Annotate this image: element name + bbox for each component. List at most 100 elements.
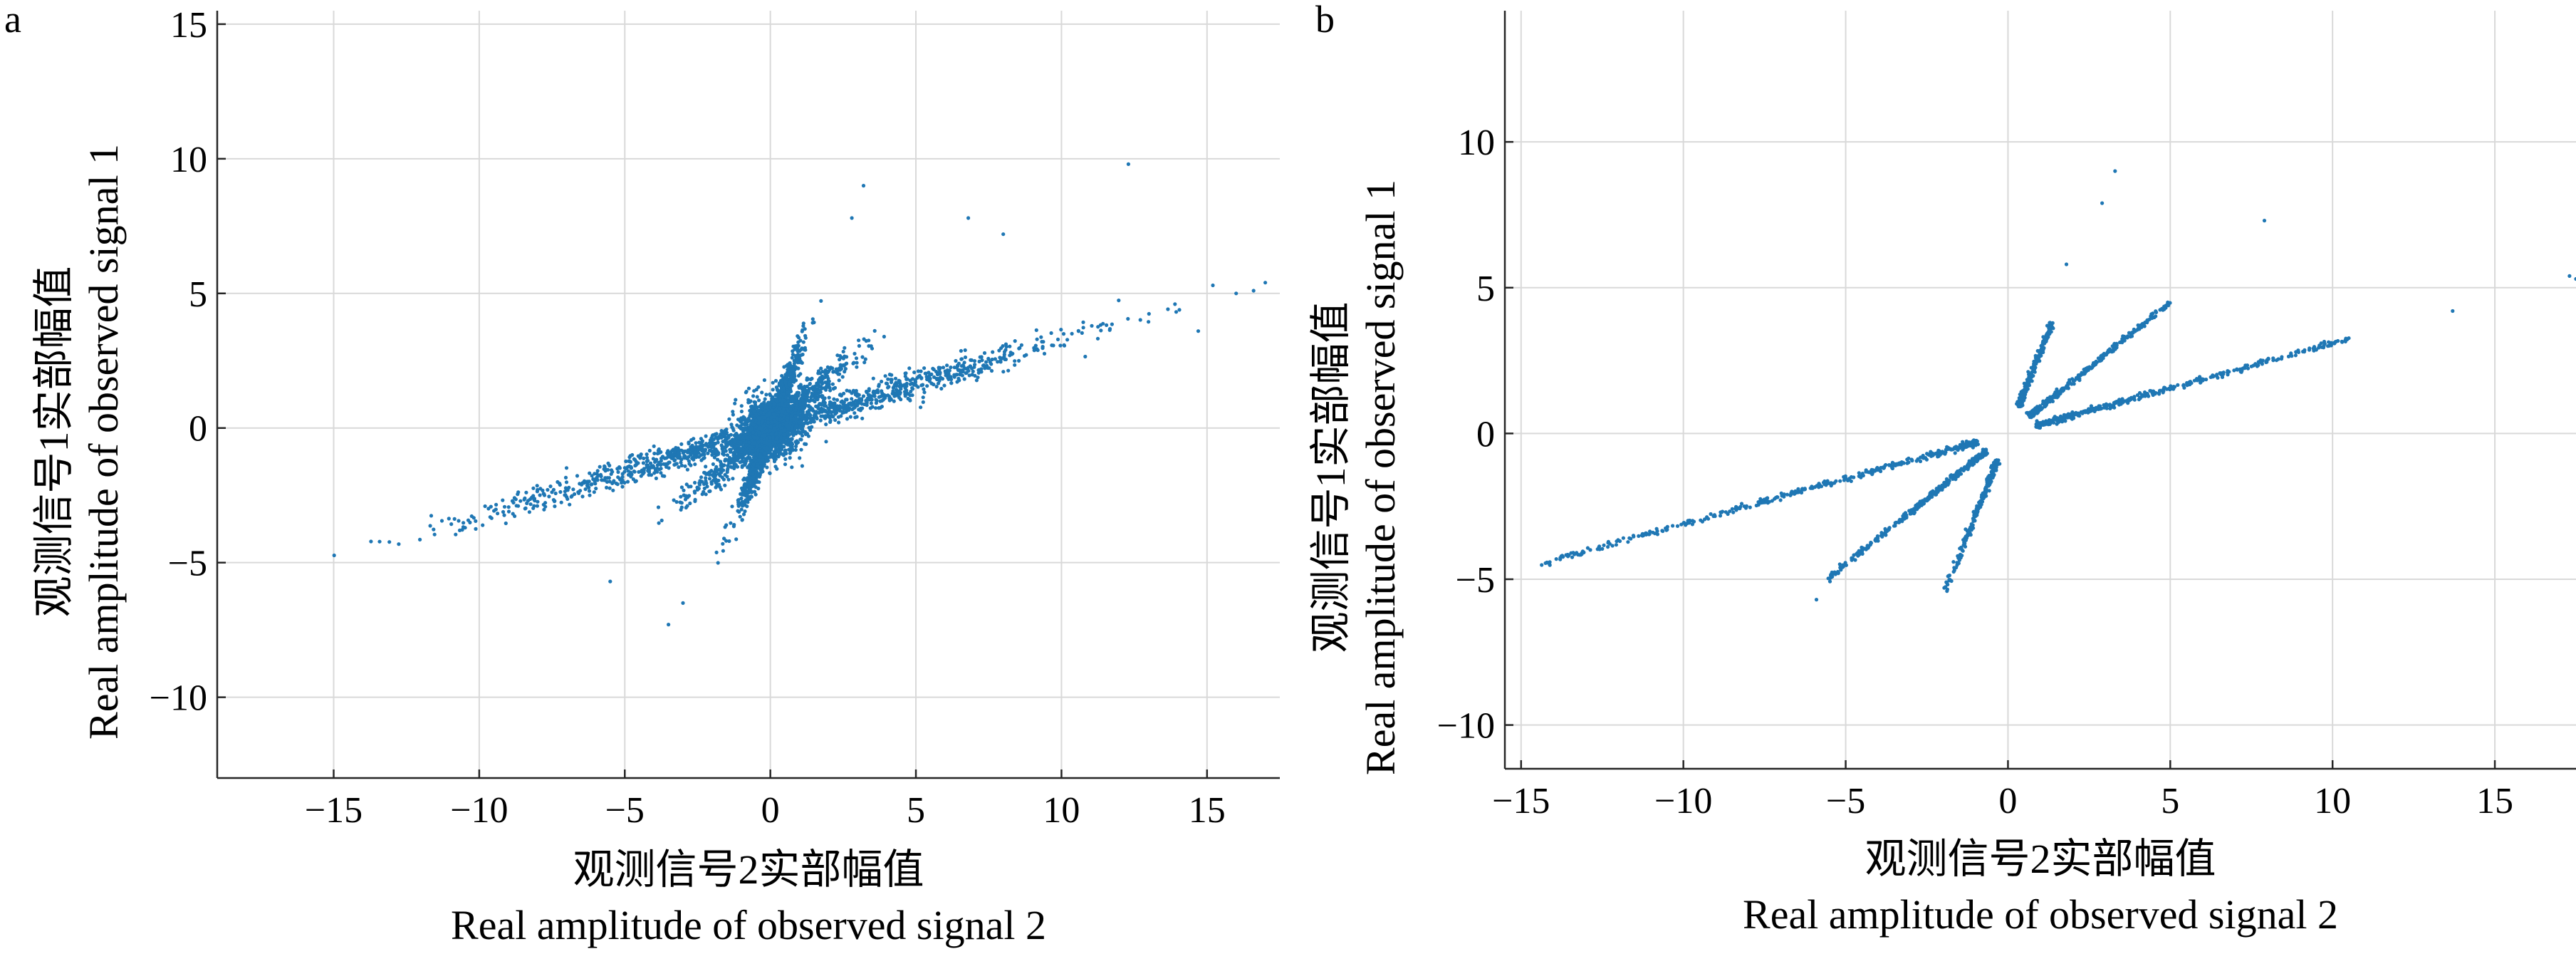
data-point: [882, 334, 886, 339]
data-point: [998, 357, 1003, 361]
data-point: [418, 537, 422, 542]
data-point: [675, 454, 680, 459]
data-point: [865, 390, 869, 395]
data-point: [608, 479, 612, 484]
data-point: [862, 361, 867, 365]
data-point: [1099, 328, 1103, 333]
data-point: [1042, 351, 1047, 356]
data-point: [791, 395, 795, 400]
data-point: [655, 452, 660, 456]
data-point: [803, 420, 808, 425]
data-point: [869, 401, 873, 405]
data-point: [919, 405, 923, 410]
data-point: [991, 350, 995, 354]
data-point: [729, 443, 734, 447]
data-point: [709, 445, 714, 450]
data-point: [824, 422, 828, 427]
data-point: [734, 398, 738, 402]
data-point: [738, 514, 742, 519]
data-point: [744, 390, 749, 394]
data-point: [568, 502, 572, 507]
data-point: [768, 455, 772, 460]
data-point: [832, 397, 836, 401]
data-point: [765, 465, 769, 470]
data-point: [955, 365, 959, 370]
data-point: [803, 348, 807, 352]
data-point: [556, 479, 560, 484]
data-point: [874, 398, 878, 402]
data-point: [727, 539, 731, 544]
data-point: [559, 500, 563, 504]
data-point: [667, 460, 671, 465]
data-point: [538, 493, 542, 497]
data-point: [1039, 335, 1043, 339]
data-point: [848, 415, 852, 419]
data-point: [935, 372, 939, 377]
data-point: [845, 398, 849, 402]
data-point: [970, 373, 974, 377]
data-point: [571, 487, 575, 492]
data-point: [652, 444, 656, 448]
data-point: [1001, 370, 1006, 374]
data-point: [449, 522, 454, 527]
data-point: [707, 477, 712, 481]
data-point: [989, 368, 994, 373]
data-point: [766, 447, 770, 451]
data-point: [626, 472, 631, 477]
data-point: [587, 489, 592, 493]
data-point: [725, 475, 729, 479]
data-point: [845, 405, 850, 410]
data-point: [645, 465, 650, 469]
data-point: [754, 467, 758, 472]
data-point: [647, 448, 652, 453]
data-point: [742, 493, 746, 497]
data-point: [632, 470, 636, 474]
data-point: [745, 422, 749, 427]
data-point: [789, 414, 793, 418]
data-point: [558, 489, 563, 494]
data-point: [711, 462, 716, 467]
data-point: [745, 435, 749, 440]
data-point: [563, 475, 568, 480]
data-point: [723, 525, 727, 529]
data-point: [783, 432, 787, 437]
data-point: [839, 393, 843, 398]
data-point: [709, 439, 714, 443]
data-point: [583, 487, 588, 492]
data-point: [652, 471, 657, 475]
data-point: [712, 455, 717, 460]
data-point: [956, 361, 961, 365]
data-point: [887, 373, 892, 377]
data-point: [913, 379, 917, 383]
data-point: [922, 387, 926, 391]
data-point: [763, 409, 768, 413]
data-point: [819, 299, 823, 303]
data-point: [798, 360, 802, 365]
data-point: [787, 362, 791, 366]
data-point: [791, 399, 796, 404]
data-point: [689, 484, 693, 489]
data-point: [767, 439, 771, 443]
data-point: [377, 539, 382, 544]
data-point: [771, 388, 775, 392]
data-point: [462, 521, 466, 525]
data-point: [976, 375, 980, 380]
data-point: [996, 360, 1000, 364]
data-point: [783, 462, 788, 467]
data-point: [937, 365, 941, 370]
data-point: [739, 404, 744, 408]
data-point: [699, 445, 703, 450]
data-point: [494, 502, 499, 507]
data-point: [666, 449, 670, 454]
data-point: [724, 427, 729, 432]
data-point: [847, 408, 851, 413]
data-point: [570, 494, 574, 498]
data-point: [693, 491, 697, 495]
data-point: [834, 410, 839, 415]
data-point: [790, 427, 794, 431]
data-point: [808, 382, 812, 386]
data-point: [714, 550, 719, 555]
data-point: [620, 475, 625, 479]
data-point: [852, 351, 857, 356]
data-point: [840, 375, 845, 379]
